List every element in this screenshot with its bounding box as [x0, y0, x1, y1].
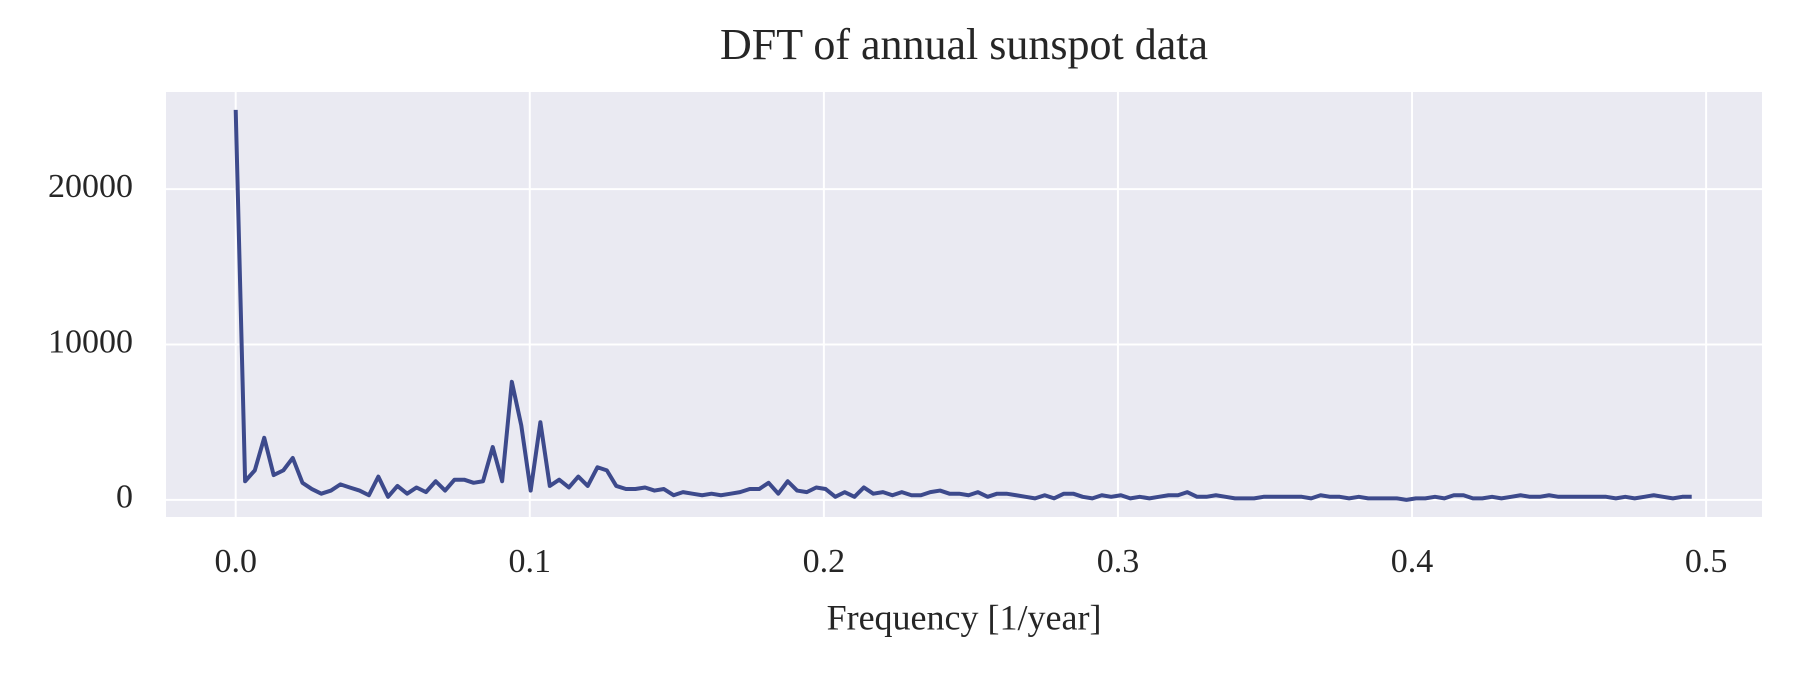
y-tick-label: 0	[116, 479, 133, 516]
x-tick-label: 0.1	[509, 543, 552, 580]
x-tick-label: 0.2	[803, 543, 846, 580]
y-tick-label: 10000	[48, 323, 133, 360]
chart-title: DFT of annual sunspot data	[720, 20, 1208, 69]
y-tick-label: 20000	[48, 168, 133, 205]
plot-area	[166, 92, 1762, 517]
x-axis-label: Frequency [1/year]	[827, 597, 1102, 637]
x-tick-label: 0.0	[214, 543, 257, 580]
data-line	[233, 109, 1692, 502]
x-tick-label: 0.4	[1391, 543, 1434, 580]
x-tick-label: 0.3	[1097, 543, 1140, 580]
x-tick-label: 0.5	[1685, 543, 1728, 580]
